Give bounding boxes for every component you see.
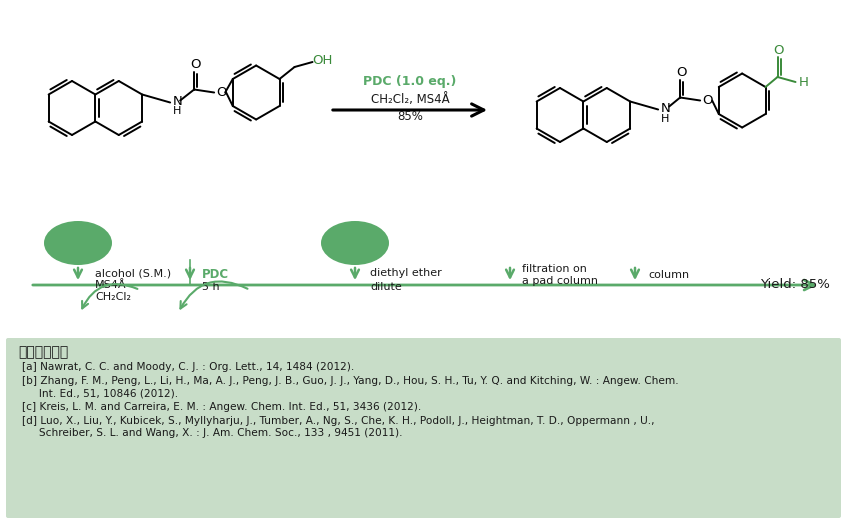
Text: CH₂Cl₂: CH₂Cl₂ [95, 292, 131, 302]
Text: 5 h: 5 h [202, 282, 219, 292]
Text: H: H [661, 114, 669, 123]
Text: [d] Luo, X., Liu, Y., Kubicek, S., Myllyharju, J., Tumber, A., Ng, S., Che, K. H: [d] Luo, X., Liu, Y., Kubicek, S., Mylly… [22, 416, 655, 426]
Text: diethyl ether: diethyl ether [370, 268, 442, 278]
FancyBboxPatch shape [6, 338, 841, 518]
Text: O: O [190, 58, 201, 71]
Text: a pad column: a pad column [522, 276, 598, 286]
Text: H: H [173, 106, 181, 117]
Text: 《参考文献》: 《参考文献》 [18, 345, 69, 359]
Text: CH₂Cl₂, MS4Å: CH₂Cl₂, MS4Å [371, 93, 450, 106]
Text: dilute: dilute [370, 282, 401, 292]
Ellipse shape [321, 221, 389, 265]
Text: [b] Zhang, F. M., Peng, L., Li, H., Ma, A. J., Peng, J. B., Guo, J. J., Yang, D.: [b] Zhang, F. M., Peng, L., Li, H., Ma, … [22, 376, 678, 386]
Text: MS4Å: MS4Å [95, 280, 126, 290]
Text: Int. Ed., 51, 10846 (2012).: Int. Ed., 51, 10846 (2012). [22, 388, 178, 398]
Text: OH: OH [313, 55, 333, 68]
Text: PDC: PDC [202, 268, 230, 281]
Text: N: N [172, 95, 182, 108]
Text: [c] Kreis, L. M. and Carreira, E. M. : Angew. Chem. Int. Ed., 51, 3436 (2012).: [c] Kreis, L. M. and Carreira, E. M. : A… [22, 402, 421, 412]
Text: N: N [661, 102, 670, 115]
Text: O: O [702, 94, 712, 107]
Text: 反应: 反应 [69, 235, 87, 251]
Text: Schreiber, S. L. and Wang, X. : J. Am. Chem. Soc., 133 , 9451 (2011).: Schreiber, S. L. and Wang, X. : J. Am. C… [22, 428, 402, 438]
Text: alcohol (S.M.): alcohol (S.M.) [95, 268, 171, 278]
Text: 85%: 85% [397, 110, 423, 123]
Text: O: O [216, 86, 226, 99]
Text: 纯化: 纯化 [346, 235, 364, 251]
Text: filtration on: filtration on [522, 264, 587, 274]
Ellipse shape [44, 221, 112, 265]
Text: H: H [799, 77, 809, 90]
Text: O: O [676, 66, 686, 79]
Text: [a] Nawrat, C. C. and Moody, C. J. : Org. Lett., 14, 1484 (2012).: [a] Nawrat, C. C. and Moody, C. J. : Org… [22, 362, 354, 372]
Text: PDC (1.0 eq.): PDC (1.0 eq.) [363, 76, 457, 89]
Text: column: column [648, 270, 689, 280]
Text: O: O [773, 43, 783, 56]
Text: Yield: 85%: Yield: 85% [760, 279, 830, 292]
